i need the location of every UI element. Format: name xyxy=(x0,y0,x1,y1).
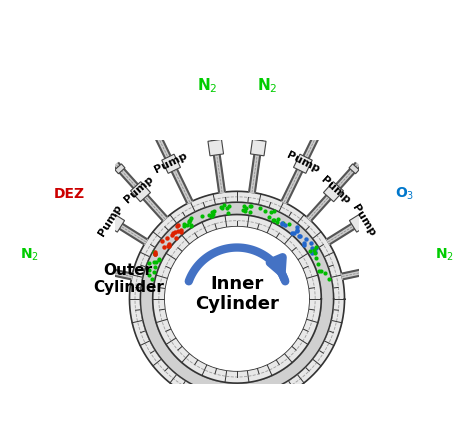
Polygon shape xyxy=(207,103,225,193)
Polygon shape xyxy=(250,139,266,156)
Polygon shape xyxy=(374,260,392,276)
Text: Pump: Pump xyxy=(153,150,189,175)
Polygon shape xyxy=(150,124,192,203)
Polygon shape xyxy=(259,107,268,113)
Polygon shape xyxy=(105,213,125,232)
Polygon shape xyxy=(313,127,324,136)
Text: Pump: Pump xyxy=(285,150,321,175)
Polygon shape xyxy=(82,260,100,276)
Polygon shape xyxy=(54,256,61,265)
Polygon shape xyxy=(82,201,147,244)
Text: N$_2$: N$_2$ xyxy=(256,77,277,95)
Text: Pump: Pump xyxy=(122,174,155,205)
Polygon shape xyxy=(140,202,334,396)
Polygon shape xyxy=(130,182,151,202)
Polygon shape xyxy=(413,256,420,265)
Polygon shape xyxy=(293,154,312,173)
Text: Pump: Pump xyxy=(319,174,352,205)
Polygon shape xyxy=(349,213,369,232)
Polygon shape xyxy=(206,107,215,113)
Polygon shape xyxy=(162,154,181,173)
Polygon shape xyxy=(381,201,390,211)
Text: DEZ: DEZ xyxy=(54,187,85,201)
Polygon shape xyxy=(129,191,345,407)
Text: N$_2$: N$_2$ xyxy=(436,246,455,263)
Polygon shape xyxy=(249,103,267,193)
Text: O$_3$: O$_3$ xyxy=(395,186,414,202)
Polygon shape xyxy=(327,201,392,244)
Text: Pump: Pump xyxy=(97,202,124,238)
Polygon shape xyxy=(349,164,359,174)
Polygon shape xyxy=(307,162,360,221)
Polygon shape xyxy=(208,139,224,156)
Polygon shape xyxy=(84,201,93,211)
Polygon shape xyxy=(153,215,321,383)
Polygon shape xyxy=(114,162,167,221)
Text: N$_2$: N$_2$ xyxy=(19,246,38,263)
Circle shape xyxy=(165,227,309,371)
Polygon shape xyxy=(282,124,324,203)
Text: N$_2$: N$_2$ xyxy=(197,77,218,95)
Text: Outer
Cylinder: Outer Cylinder xyxy=(93,263,164,296)
Text: Inner
Cylinder: Inner Cylinder xyxy=(195,275,279,313)
Polygon shape xyxy=(115,164,125,174)
Polygon shape xyxy=(50,257,132,279)
Text: Pump: Pump xyxy=(350,202,377,238)
Polygon shape xyxy=(323,182,344,202)
Polygon shape xyxy=(342,257,424,279)
Polygon shape xyxy=(150,127,161,136)
